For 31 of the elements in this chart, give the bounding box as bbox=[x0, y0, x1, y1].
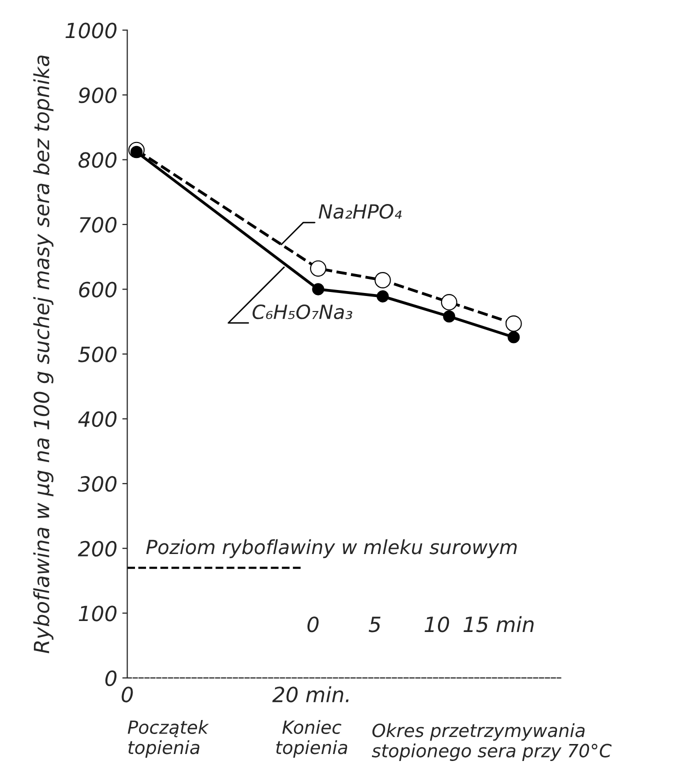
ref-line-label: Poziom ryboflawiny w mleku surowym bbox=[146, 539, 517, 558]
point bbox=[440, 294, 458, 310]
y-tick-label: 600 bbox=[79, 282, 117, 298]
y-tick-label: 800 bbox=[78, 152, 117, 168]
y-tick-label: 700 bbox=[80, 216, 117, 233]
x2-tick-label: 15 min bbox=[464, 616, 534, 632]
text: Na₂HPO₄ bbox=[318, 204, 402, 219]
y-tick-label: 500 bbox=[78, 346, 117, 362]
point bbox=[312, 283, 324, 296]
y-tick-label: 100 bbox=[78, 606, 117, 622]
y-tick-label: 900 bbox=[78, 87, 117, 104]
point bbox=[508, 331, 520, 344]
x2-tick-label: 5 bbox=[368, 616, 380, 632]
y-tick-label: 0 bbox=[105, 670, 117, 686]
point bbox=[376, 290, 389, 302]
y-tick-label: 1000 bbox=[66, 22, 117, 38]
y-tick-label: 400 bbox=[78, 411, 117, 428]
y-tick-label: 300 bbox=[78, 476, 117, 492]
point bbox=[310, 260, 326, 277]
x-axis-title: Okres przetrzymywania stopionego sera przy 70°C bbox=[372, 723, 612, 761]
point bbox=[506, 315, 522, 332]
point bbox=[443, 310, 456, 323]
y-axis-title: Ryboflawina w µg na 100 g suchej masy sera bez topnika bbox=[33, 56, 54, 654]
x2-tick-label: 0 bbox=[307, 616, 319, 632]
text: Koniec topienia bbox=[276, 720, 348, 758]
y-tick-label: 200 bbox=[78, 540, 117, 557]
point bbox=[374, 272, 391, 288]
series-label: C₆H₅O₇Na₃ bbox=[252, 304, 352, 320]
text: Początek topienia bbox=[128, 720, 209, 758]
x2-tick-label: 10 bbox=[424, 616, 450, 632]
x-tick-label: 20 min. bbox=[272, 686, 348, 702]
